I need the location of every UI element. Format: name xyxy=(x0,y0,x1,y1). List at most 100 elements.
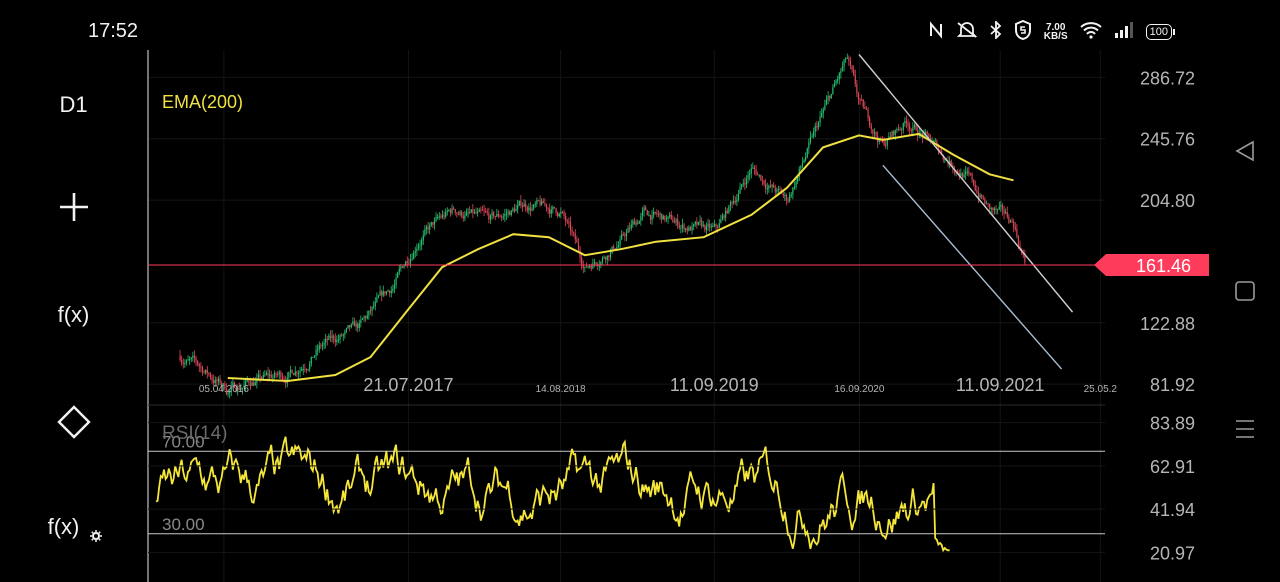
candle-body xyxy=(528,207,530,211)
status-icons: 7.00 KB/S 100 xyxy=(928,19,1176,44)
candle-body xyxy=(705,226,708,231)
home-button[interactable] xyxy=(1230,280,1260,307)
candle-body xyxy=(624,234,626,237)
candle-body xyxy=(982,197,984,199)
candle-body xyxy=(814,126,816,132)
candle-body xyxy=(733,201,735,204)
candle-body xyxy=(926,131,928,134)
candle-body xyxy=(347,325,349,329)
candle-body xyxy=(558,213,560,217)
candle-body xyxy=(793,186,796,188)
candle-body xyxy=(1024,255,1026,263)
candle-body xyxy=(609,252,612,258)
candle-body xyxy=(390,291,392,294)
candle-body xyxy=(757,174,759,176)
candle-body xyxy=(440,216,442,218)
candle-body xyxy=(211,377,213,380)
shield-icon xyxy=(1014,19,1032,44)
candle-body xyxy=(326,338,328,340)
candle-body xyxy=(456,212,458,214)
candle-body xyxy=(480,209,482,211)
recents-button[interactable] xyxy=(1230,418,1260,445)
candle-body xyxy=(665,218,668,220)
candle-body xyxy=(907,123,909,126)
candle-body xyxy=(368,310,370,316)
candle-body xyxy=(473,212,476,214)
candle-body xyxy=(253,382,255,386)
add-button[interactable] xyxy=(0,190,147,229)
candle-body xyxy=(734,201,736,203)
indicator-button[interactable]: f(x) xyxy=(57,302,90,327)
candle-body xyxy=(393,285,396,289)
price-tick-label: 204.80 xyxy=(1140,191,1195,211)
candle-body xyxy=(851,65,853,70)
candle-body xyxy=(507,211,509,214)
candle-body xyxy=(318,345,320,350)
candle-body xyxy=(1009,220,1012,223)
candle-body xyxy=(689,227,692,231)
candle-body xyxy=(221,382,223,386)
candle-body xyxy=(920,133,922,135)
candle-body xyxy=(581,257,583,266)
candle-body xyxy=(267,373,269,376)
candle-body xyxy=(248,380,250,383)
candle-body xyxy=(520,200,522,206)
candle-body xyxy=(656,212,658,215)
candle-body xyxy=(405,261,407,267)
candle-body xyxy=(501,217,503,219)
candle-body xyxy=(731,202,733,204)
drawing-tools-button[interactable] xyxy=(0,404,147,445)
candle-body xyxy=(973,179,975,185)
candle-body xyxy=(541,201,543,205)
candle-body xyxy=(867,109,869,118)
trendline-lower[interactable] xyxy=(882,164,1063,370)
candle-body xyxy=(789,194,791,201)
candle-body xyxy=(758,174,760,176)
candle-body xyxy=(403,266,405,268)
candle-body xyxy=(681,224,684,228)
candle-body xyxy=(331,335,333,338)
candle-body xyxy=(518,200,520,206)
menu-lines-icon xyxy=(1236,420,1254,438)
rsi-indicator-label[interactable]: RSI(14) xyxy=(162,423,227,444)
candle-body xyxy=(454,209,456,213)
candle-body xyxy=(435,217,437,221)
candle-body xyxy=(913,124,916,128)
candle-body xyxy=(238,387,240,390)
candle-body xyxy=(489,215,492,220)
candle-body xyxy=(294,371,296,376)
candle-body xyxy=(963,174,965,178)
candle-body xyxy=(334,338,336,343)
candle-body xyxy=(713,224,716,226)
candle-body xyxy=(801,162,804,166)
candle-body xyxy=(950,160,952,165)
candle-body xyxy=(569,222,572,230)
candle-body xyxy=(640,216,642,221)
candle-body xyxy=(328,335,330,340)
candle-body xyxy=(521,205,524,207)
candle-body xyxy=(510,210,512,216)
candle-body xyxy=(395,277,397,286)
rsi-line xyxy=(155,436,950,553)
candle-body xyxy=(776,189,778,192)
candle-body xyxy=(843,59,845,67)
candle-body xyxy=(630,224,632,229)
candle-body xyxy=(246,380,248,382)
candle-body xyxy=(763,180,765,185)
candle-body xyxy=(209,374,212,378)
candle-body xyxy=(891,131,893,137)
candle-body xyxy=(504,214,506,217)
candle-body xyxy=(589,265,591,267)
candle-body xyxy=(696,221,698,225)
candle-body xyxy=(462,215,464,219)
candle-body xyxy=(987,203,989,205)
ema-indicator-label[interactable]: EMA(200) xyxy=(162,92,243,112)
candle-body xyxy=(433,220,436,225)
timeframe-button[interactable]: D1 xyxy=(59,92,88,117)
candle-body xyxy=(1022,253,1024,256)
candle-body xyxy=(336,339,338,343)
trendline-upper[interactable] xyxy=(858,54,1074,313)
back-button[interactable] xyxy=(1230,140,1260,167)
function-settings-button[interactable]: f(x) xyxy=(0,514,137,542)
